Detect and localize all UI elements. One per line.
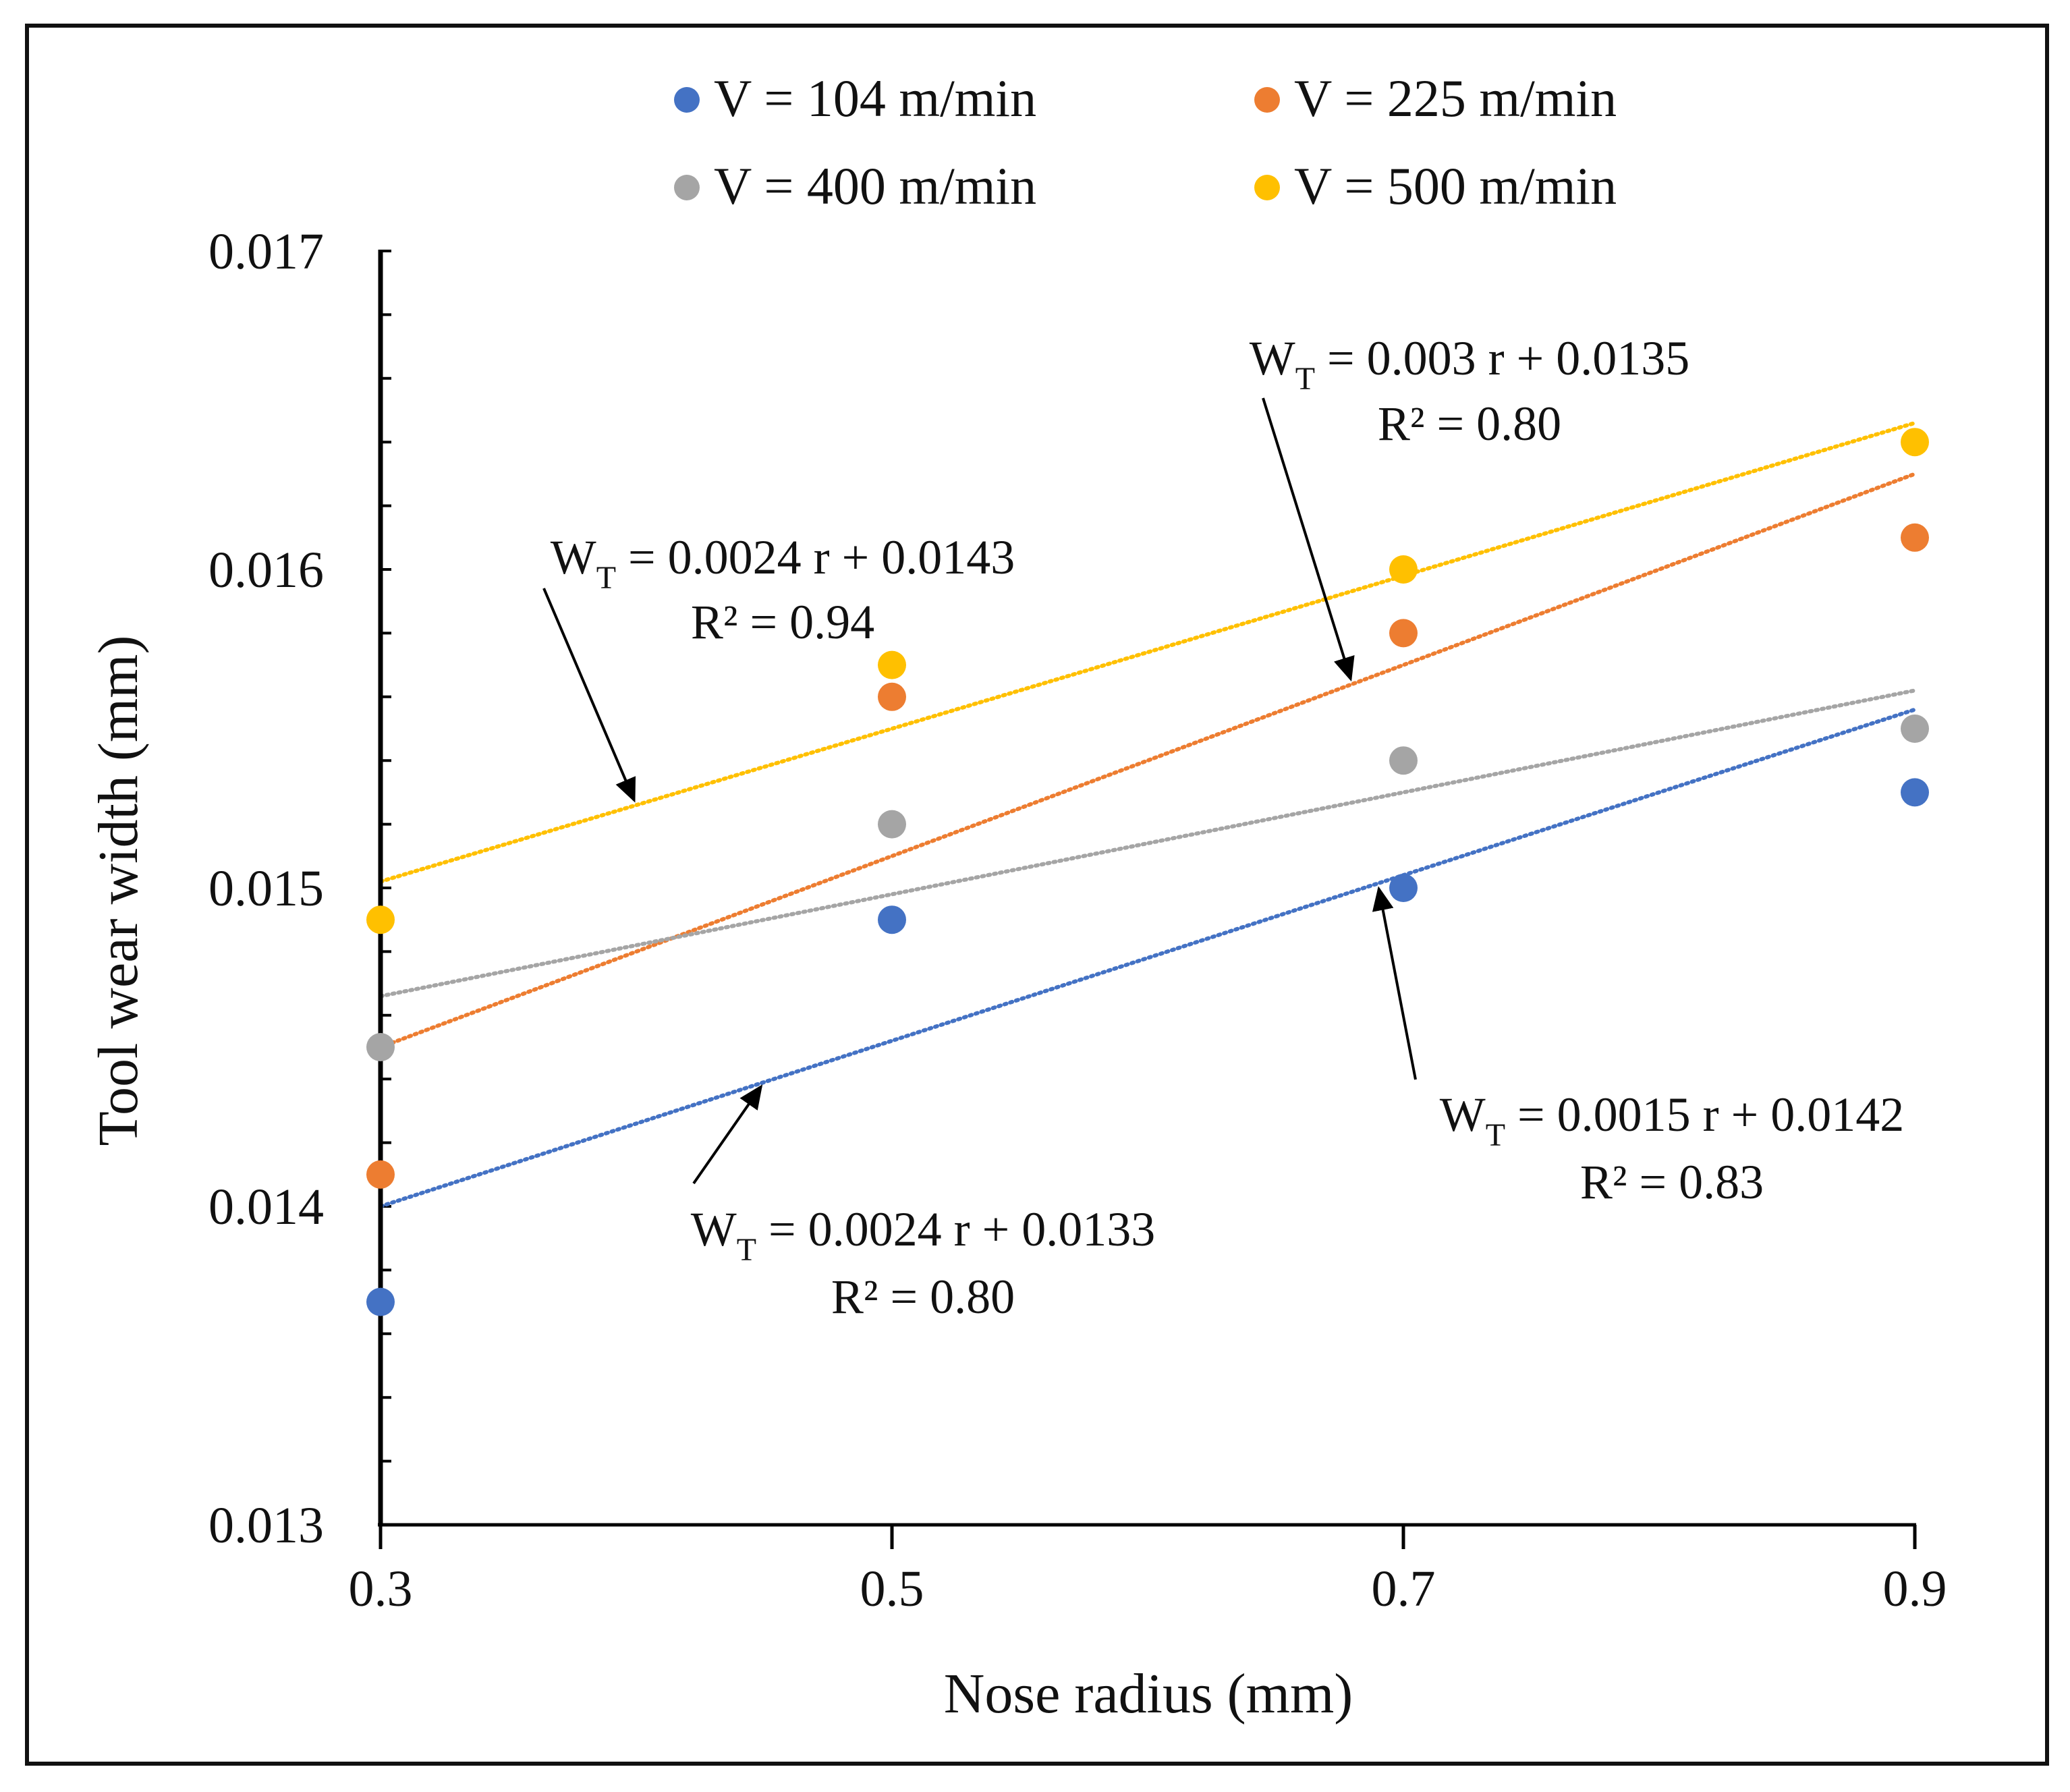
y-tick-label: 0.015 bbox=[208, 860, 324, 917]
annotation-104-r2: R² = 0.80 bbox=[831, 1270, 1015, 1324]
y-tick-label: 0.014 bbox=[208, 1179, 324, 1235]
y-tick-label: 0.017 bbox=[208, 223, 324, 280]
arrow-500 bbox=[542, 588, 636, 803]
x-tick-label: 0.7 bbox=[1372, 1561, 1436, 1617]
x-tick-label: 0.3 bbox=[349, 1561, 413, 1617]
annotation-225-r2: R² = 0.80 bbox=[1378, 397, 1561, 451]
annotation-400-r2: R² = 0.83 bbox=[1580, 1155, 1764, 1209]
annotation-400-equation: WT = 0.0015 r + 0.0142 bbox=[1440, 1088, 1904, 1153]
legend-marker-104 bbox=[674, 87, 700, 113]
point-v-104-m-min bbox=[878, 905, 906, 934]
arrow-104 bbox=[692, 1084, 763, 1185]
point-v-400-m-min bbox=[366, 1033, 395, 1061]
arrow-225 bbox=[1262, 397, 1355, 682]
trendline-v-225-m-min bbox=[379, 472, 1917, 1049]
x-tick-label: 0.9 bbox=[1883, 1561, 1947, 1617]
x-tick-label: 0.5 bbox=[860, 1561, 924, 1617]
y-tick-label: 0.016 bbox=[208, 542, 324, 598]
legend-label-500: V = 500 m/min bbox=[1294, 157, 1617, 215]
point-v-500-m-min bbox=[1389, 555, 1418, 584]
annotation-104-equation: WT = 0.0024 r + 0.0133 bbox=[691, 1202, 1155, 1268]
annotation-500-equation: WT = 0.0024 r + 0.0143 bbox=[551, 530, 1015, 596]
point-v-104-m-min bbox=[1389, 874, 1418, 902]
annotation-arrows bbox=[542, 397, 1417, 1185]
point-v-225-m-min bbox=[1389, 619, 1418, 648]
data-points bbox=[366, 428, 1929, 1316]
legend-marker-400 bbox=[674, 175, 700, 200]
annotation-104: WT = 0.0024 r + 0.0133 R² = 0.80 bbox=[691, 1202, 1155, 1324]
x-axis-title: Nose radius (mm) bbox=[944, 1662, 1353, 1725]
point-v-225-m-min bbox=[878, 682, 906, 711]
y-axis-title: Tool wear width (mm) bbox=[87, 636, 150, 1146]
annotation-500: WT = 0.0024 r + 0.0143 R² = 0.94 bbox=[551, 530, 1015, 649]
point-v-400-m-min bbox=[1901, 715, 1929, 743]
trendline-v-104-m-min bbox=[379, 707, 1917, 1208]
trendline-v-500-m-min bbox=[379, 420, 1917, 884]
annotation-400: WT = 0.0015 r + 0.0142 R² = 0.83 bbox=[1440, 1088, 1904, 1209]
point-v-500-m-min bbox=[1901, 428, 1929, 457]
y-tick-label: 0.013 bbox=[208, 1497, 324, 1554]
point-v-500-m-min bbox=[878, 650, 906, 679]
point-v-225-m-min bbox=[366, 1160, 395, 1189]
arrow-400 bbox=[1372, 886, 1417, 1080]
annotation-225: WT = 0.003 r + 0.0135 R² = 0.80 bbox=[1250, 331, 1689, 451]
legend-marker-500 bbox=[1254, 175, 1280, 200]
point-v-104-m-min bbox=[1901, 778, 1929, 807]
point-v-104-m-min bbox=[366, 1287, 395, 1316]
legend-marker-225 bbox=[1254, 87, 1280, 113]
legend: V = 104 m/min V = 225 m/min V = 400 m/mi… bbox=[674, 69, 1617, 215]
tick-labels: 0.013 0.014 0.015 0.016 0.017 0.3 0.5 0.7 0.9 bbox=[208, 223, 1947, 1617]
trendlines bbox=[379, 420, 1917, 1208]
figure-frame bbox=[25, 24, 2049, 1766]
annotation-225-equation: WT = 0.003 r + 0.0135 bbox=[1250, 331, 1689, 397]
legend-label-225: V = 225 m/min bbox=[1294, 69, 1617, 128]
point-v-400-m-min bbox=[878, 810, 906, 839]
trendline-v-400-m-min bbox=[379, 688, 1917, 999]
point-v-225-m-min bbox=[1901, 523, 1929, 552]
point-v-400-m-min bbox=[1389, 746, 1418, 775]
annotation-500-r2: R² = 0.94 bbox=[691, 595, 874, 649]
legend-label-104: V = 104 m/min bbox=[714, 69, 1036, 128]
legend-label-400: V = 400 m/min bbox=[714, 157, 1036, 215]
point-v-500-m-min bbox=[366, 905, 395, 934]
